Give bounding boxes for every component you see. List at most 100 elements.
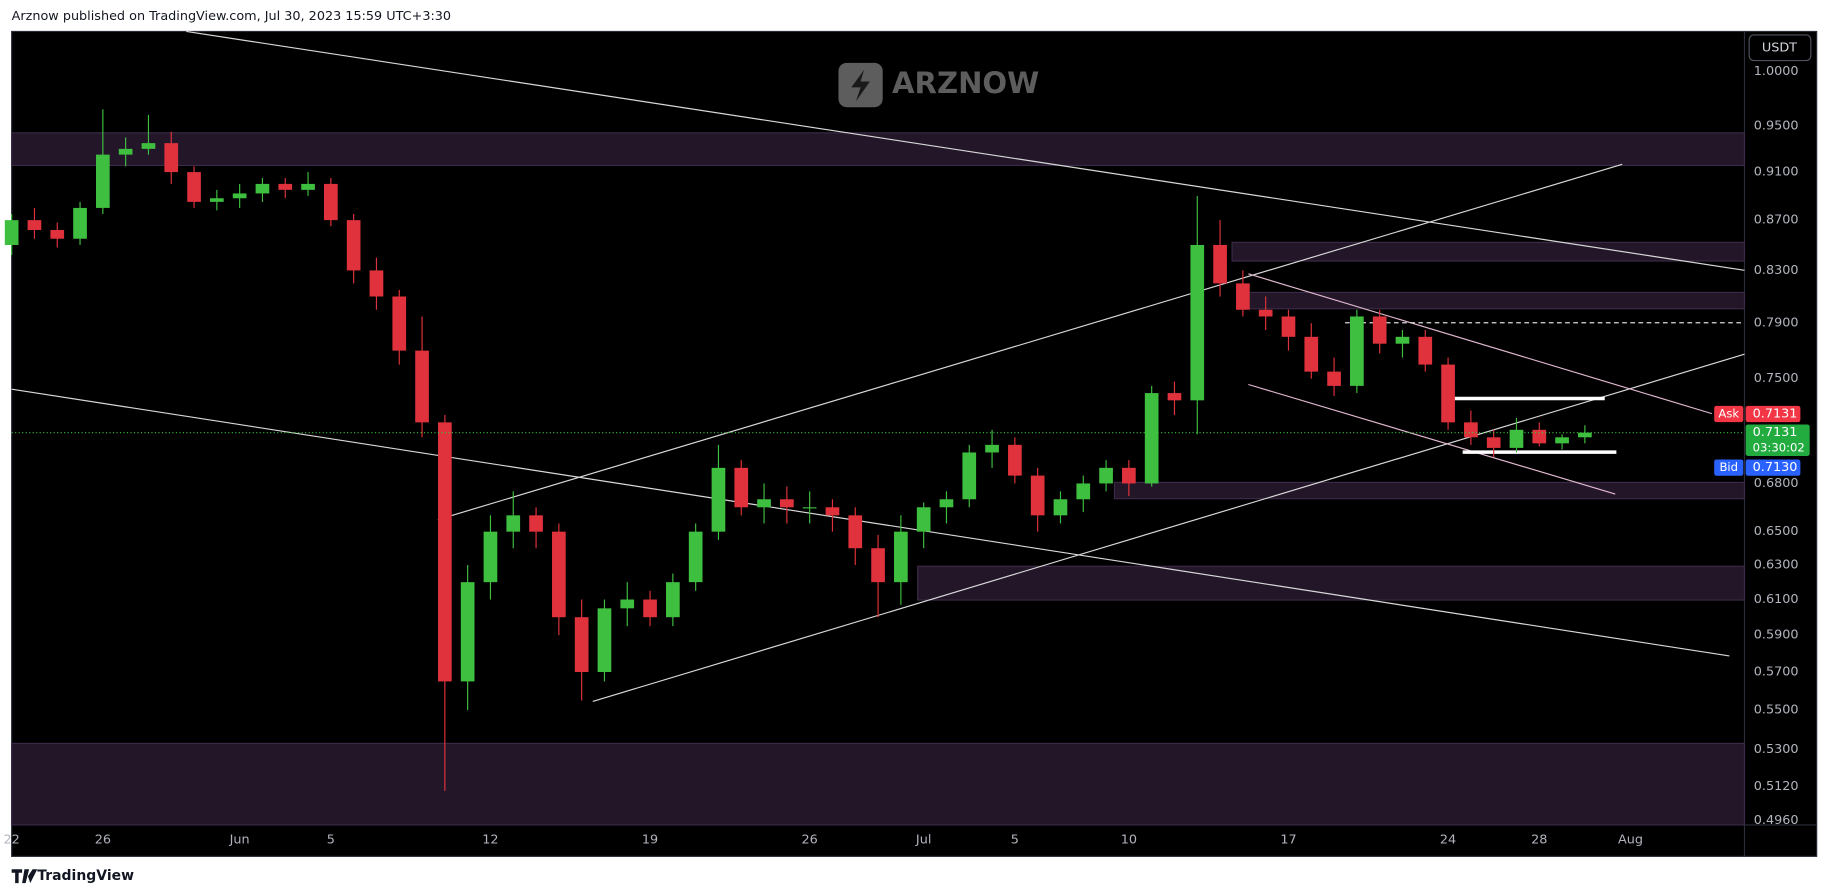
zone: [11, 742, 1746, 826]
candle-body: [1350, 316, 1364, 386]
candle-body: [1464, 422, 1478, 438]
candle-body: [688, 531, 703, 583]
axes: 1.0000 0.9500 0.9100 0.8700 0.8300 0.7900 0.75…: [3, 64, 1798, 848]
wedge-line: [1248, 273, 1713, 415]
candle-body: [483, 531, 498, 583]
candle-body: [1122, 467, 1136, 484]
candle-body: [1076, 483, 1091, 500]
candle-body: [255, 183, 270, 194]
logo-text: ARZNOW: [892, 66, 1039, 100]
footer-logo: [11, 869, 38, 884]
candle-body: [1372, 316, 1387, 344]
candle-body: [1099, 467, 1113, 484]
countdown: 03:30:02: [1753, 440, 1805, 454]
candle-body: [1053, 499, 1068, 516]
x-tick-label: 28: [1531, 833, 1547, 848]
drawings: [11, 30, 1745, 702]
last-price-box: [1745, 424, 1810, 456]
x-tick-label: 10: [1121, 833, 1137, 848]
x-tick-label: Aug: [1618, 833, 1643, 848]
x-tick-label: 24: [1440, 833, 1456, 848]
y-tick-label: 0.6100: [1754, 592, 1799, 607]
candle-body: [164, 143, 179, 173]
candle-body: [232, 193, 247, 199]
y-tick-label: 0.5700: [1754, 665, 1799, 680]
candle-body: [1281, 316, 1296, 337]
candle-body: [301, 183, 315, 190]
candle-body: [1304, 336, 1319, 372]
x-tick-label: 19: [642, 833, 658, 848]
trend-line: [11, 388, 1730, 657]
channel-line: [592, 353, 1745, 702]
candle-body: [916, 507, 931, 532]
ask-price: 0.7131: [1753, 407, 1798, 422]
zone: [1231, 241, 1746, 262]
candle-body: [118, 148, 133, 155]
currency-button[interactable]: [1748, 34, 1812, 62]
candle-body: [574, 617, 589, 673]
candle-body: [1167, 393, 1182, 401]
candle-body: [324, 183, 338, 221]
last-price: 0.7131: [1753, 425, 1798, 440]
candle-body: [1486, 437, 1501, 448]
candle-body: [96, 154, 110, 208]
candle-body: [210, 198, 224, 202]
trend-line: [186, 30, 1745, 271]
bid-label: Bid: [1719, 460, 1738, 474]
candle-body: [711, 467, 726, 532]
x-tick-label: 17: [1280, 833, 1296, 848]
y-tick-label: 0.9100: [1754, 165, 1799, 180]
candle-body: [734, 467, 749, 508]
candle-body: [1532, 429, 1547, 444]
candle-body: [620, 599, 635, 609]
ask-label-box: [1714, 405, 1744, 423]
candle-body: [415, 350, 429, 423]
candle-body: [1395, 336, 1410, 344]
x-tick-label: 26: [95, 833, 111, 848]
candle-body: [1258, 309, 1273, 317]
x-tick-label: 26: [802, 833, 818, 848]
bid-price-box: [1745, 459, 1801, 476]
y-tick-label: 0.6800: [1754, 476, 1799, 491]
candle-body: [1578, 432, 1592, 438]
y-tick-label: 0.5120: [1754, 779, 1799, 794]
candle-body: [757, 499, 771, 508]
candle-body: [1441, 364, 1455, 423]
watermark-logo: ARZNOW: [838, 62, 1039, 108]
footer: TradingView: [37, 868, 134, 884]
candle-body: [1555, 437, 1569, 444]
candle-body: [278, 183, 293, 190]
candle-body: [848, 515, 863, 549]
y-tick-label: 0.8700: [1754, 213, 1799, 228]
candle-body: [1144, 393, 1159, 484]
x-tick-label: Jul: [915, 833, 931, 848]
y-tick-label: 0.8300: [1754, 263, 1799, 278]
candle-body: [802, 507, 817, 509]
currency-label: USDT: [1762, 40, 1797, 55]
candle-body: [962, 452, 977, 500]
candle-body: [1030, 475, 1045, 516]
candle-body: [1509, 429, 1524, 448]
candle-body: [1008, 444, 1022, 476]
candle-body: [1327, 371, 1341, 386]
candle-body: [141, 143, 156, 149]
x-tick-label: Jun: [229, 833, 250, 848]
ask-label: Ask: [1718, 407, 1739, 421]
header: Arznow published on TradingView.com, Jul…: [12, 9, 451, 24]
x-tick-label: 5: [327, 833, 335, 848]
candle-body: [1190, 244, 1205, 401]
y-tick-label: 1.0000: [1754, 64, 1799, 79]
candle-body: [985, 444, 999, 453]
candle-body: [346, 220, 361, 271]
logo-bolt: [851, 69, 870, 102]
candle-body: [392, 296, 407, 351]
wedge-line: [1248, 383, 1616, 495]
bid-label-box: [1714, 459, 1744, 476]
x-tick-label: 22: [3, 833, 19, 848]
candles: [4, 109, 1592, 791]
zone: [1247, 291, 1746, 310]
y-tick-label: 0.5500: [1754, 703, 1799, 718]
